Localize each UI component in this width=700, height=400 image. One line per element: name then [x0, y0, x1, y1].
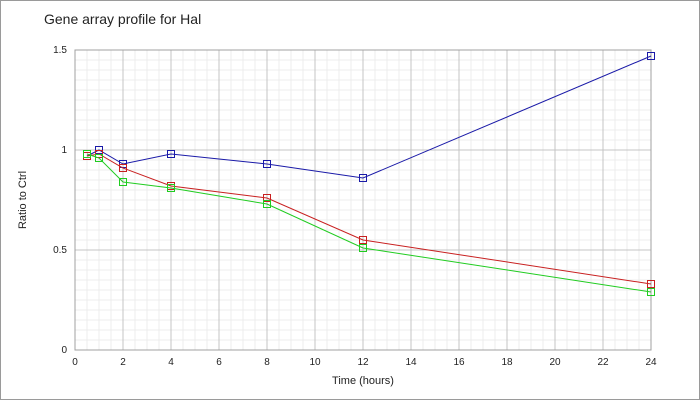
series-layer — [83, 52, 655, 296]
data-point — [83, 150, 91, 158]
x-tick-label: 22 — [597, 357, 609, 368]
data-point — [359, 244, 367, 252]
data-point — [263, 200, 271, 208]
data-point — [263, 194, 271, 202]
data-point — [647, 52, 655, 60]
y-tick-label: 0 — [61, 345, 67, 356]
y-tick-label: 1.5 — [53, 45, 67, 56]
x-tick-label: 10 — [309, 357, 321, 368]
y-tick-label: 0.5 — [53, 245, 67, 256]
data-point — [647, 288, 655, 296]
x-axis-label: Time (hours) — [332, 375, 394, 387]
plot-border — [74, 49, 652, 351]
data-point — [263, 160, 271, 168]
data-point — [119, 178, 127, 186]
series-line — [86, 153, 652, 293]
data-point — [359, 174, 367, 182]
x-tick-label: 14 — [405, 357, 417, 368]
series-3 — [83, 150, 655, 296]
data-point — [167, 184, 175, 192]
x-tick-label: 18 — [501, 357, 513, 368]
data-point — [359, 236, 367, 244]
x-tick-label: 20 — [549, 357, 561, 368]
x-tick-label: 2 — [120, 357, 126, 368]
x-axis-ticks: 0 2 4 6 8 10 12 14 16 18 20 22 24 — [72, 357, 657, 368]
x-tick-label: 12 — [357, 357, 369, 368]
x-tick-label: 0 — [72, 357, 78, 368]
y-tick-label: 1 — [61, 145, 67, 156]
y-axis-label: Ratio to Ctrl — [17, 171, 29, 229]
data-point — [119, 164, 127, 172]
y-axis-ticks: 0 0.5 1 1.5 — [53, 45, 67, 356]
data-point — [167, 150, 175, 158]
chart-title: Gene array profile for Hal — [44, 11, 202, 27]
x-tick-label: 24 — [645, 357, 657, 368]
x-tick-label: 6 — [216, 357, 222, 368]
data-point — [647, 280, 655, 288]
data-point — [95, 154, 103, 162]
x-tick-label: 16 — [453, 357, 465, 368]
x-tick-label: 4 — [168, 357, 174, 368]
x-tick-label: 8 — [264, 357, 270, 368]
